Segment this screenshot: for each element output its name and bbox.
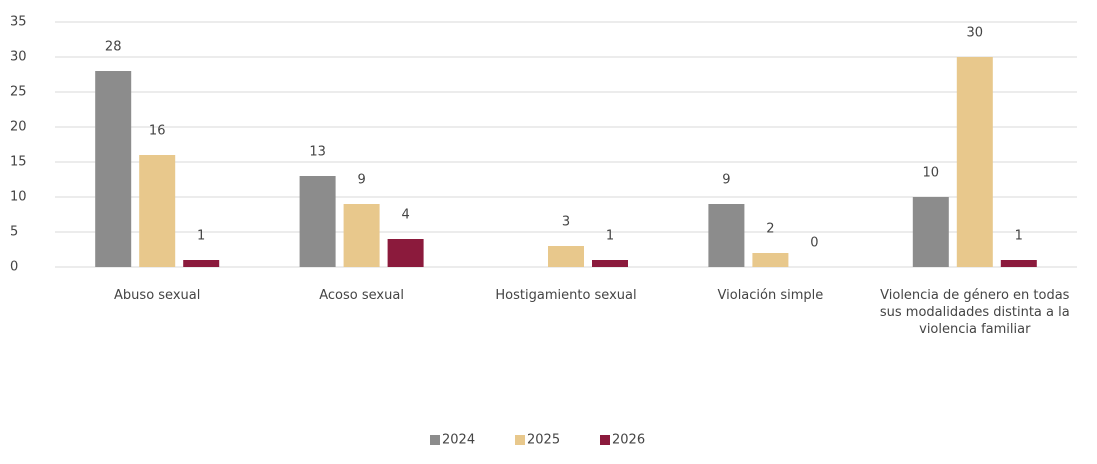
bar (592, 260, 628, 267)
data-label: 9 (722, 173, 730, 188)
x-tick-label: Acoso sexual (319, 288, 404, 303)
x-tick-label: Hostigamiento sexual (495, 288, 637, 303)
legend-swatch (600, 435, 610, 445)
x-tick-label: Abuso sexual (114, 288, 201, 303)
y-tick-label: 35 (10, 15, 27, 30)
bar (299, 176, 336, 267)
bar (139, 155, 176, 267)
data-label: 1 (606, 229, 614, 244)
bar (912, 197, 949, 267)
legend-swatch (430, 435, 440, 445)
data-label: 3 (562, 215, 570, 230)
x-tick-label-box: Violación simple (717, 288, 824, 303)
y-tick-label: 15 (10, 155, 27, 170)
data-label: 0 (810, 236, 818, 251)
bar (752, 253, 789, 267)
bar (387, 239, 424, 267)
legend-label: 2026 (612, 433, 645, 448)
x-tick-label: Violencia de género en todas sus modalid… (879, 288, 1070, 337)
bar (956, 57, 993, 267)
x-tick-label-box: Acoso sexual (319, 288, 404, 303)
bar (708, 204, 745, 267)
y-tick-label: 5 (10, 225, 18, 240)
data-label: 16 (149, 124, 166, 139)
data-label: 1 (197, 229, 205, 244)
data-label: 2 (766, 222, 774, 237)
data-label: 13 (309, 145, 326, 160)
y-tick-label: 10 (10, 190, 27, 205)
legend-label: 2025 (527, 433, 560, 448)
data-label: 9 (357, 173, 365, 188)
x-tick-label-box: Violencia de género en todas sus modalid… (879, 288, 1070, 337)
bar (548, 246, 584, 267)
x-tick-label-box: Hostigamiento sexual (495, 288, 637, 303)
x-tick-label-box: Abuso sexual (114, 288, 201, 303)
bar (95, 71, 132, 267)
y-tick-label: 30 (10, 50, 27, 65)
y-tick-label: 25 (10, 85, 27, 100)
x-tick-label: Violación simple (717, 288, 824, 303)
data-label: 28 (105, 40, 122, 55)
data-label: 30 (967, 26, 984, 41)
data-label: 4 (401, 208, 409, 223)
data-label: 10 (923, 166, 940, 181)
legend-label: 2024 (442, 433, 475, 448)
data-label: 1 (1015, 229, 1023, 244)
y-tick-label: 20 (10, 120, 27, 135)
bar (343, 204, 380, 267)
y-tick-label: 0 (10, 260, 18, 275)
legend-swatch (515, 435, 525, 445)
bar (183, 260, 220, 267)
bar (1000, 260, 1037, 267)
